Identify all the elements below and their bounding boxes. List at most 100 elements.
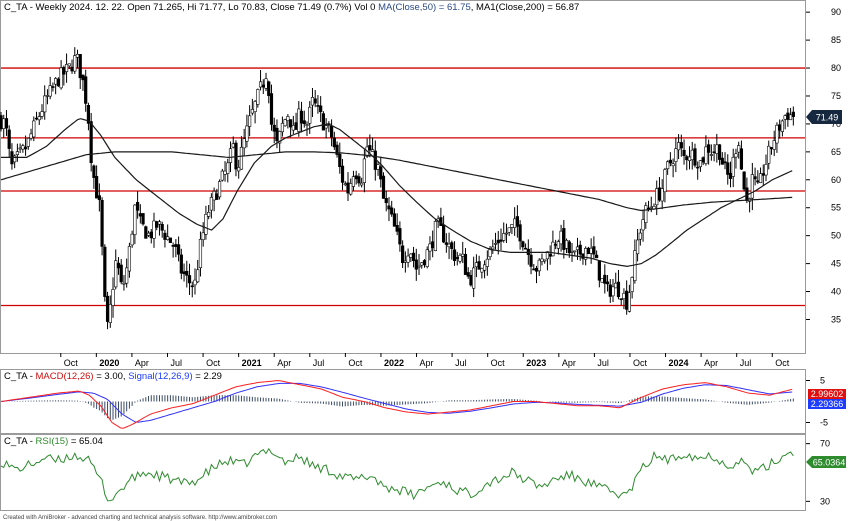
candle-body (316, 105, 320, 107)
candle-body (59, 67, 63, 89)
price-y-tick-label: 75 (831, 91, 841, 101)
time-x-tick-label: 2023 (526, 358, 546, 368)
candle-body (18, 147, 22, 150)
candle-body (433, 221, 438, 251)
candle-body (646, 207, 651, 210)
candle-body (666, 161, 670, 170)
candle-body (551, 241, 555, 257)
candle-body (616, 281, 621, 298)
candle-body (280, 122, 285, 133)
candle-body (239, 146, 244, 170)
candle-body (398, 228, 402, 245)
candle-body (543, 259, 547, 262)
candle-body (119, 264, 123, 283)
rsi-last-value: 65.0364 (813, 458, 846, 468)
candle-body (513, 218, 517, 228)
candle-body (360, 182, 364, 186)
macd-y-tick-label: -5 (820, 418, 828, 428)
candle-body (368, 145, 372, 151)
candle-body (155, 221, 159, 228)
price-y-tick-label: 90 (831, 7, 841, 17)
candle-body (32, 120, 36, 138)
time-x-tick-label: Oct (348, 358, 363, 368)
candle-body (182, 271, 186, 275)
candle-body (707, 144, 711, 153)
candle-body (444, 242, 448, 245)
candle-body (567, 241, 571, 254)
candle-body (297, 108, 301, 132)
candle-body (447, 243, 451, 248)
candle-body (187, 275, 192, 284)
candle-body (578, 244, 582, 255)
candle-body (532, 268, 536, 271)
candle-body (480, 268, 484, 273)
candle-body (261, 84, 265, 88)
time-x-tick-label: 2021 (242, 358, 262, 368)
candle-body (406, 255, 410, 263)
candle-body (193, 279, 197, 286)
candle-body (340, 165, 345, 183)
candle-body (764, 164, 768, 176)
candle-body (95, 176, 99, 199)
candle-body (4, 118, 9, 129)
candle-body (48, 85, 52, 97)
time-x-tick-label: 2020 (99, 358, 119, 368)
candle-body (245, 125, 249, 142)
candle-body (179, 254, 183, 274)
candle-body (726, 162, 730, 175)
candle-body (0, 115, 3, 130)
candle-body (81, 74, 85, 81)
candle-body (750, 174, 754, 199)
price-y-tick-label: 40 (831, 287, 841, 297)
candle-body (564, 239, 569, 249)
candle-body (482, 264, 487, 271)
candle-body (608, 284, 612, 297)
rsi-value-badge: 65.0364 (806, 456, 846, 468)
time-x-tick-label: Oct (491, 358, 506, 368)
candle-body (84, 76, 88, 104)
candle-body (676, 142, 681, 151)
candle-body (250, 109, 254, 114)
macd-value-badges: 2.99602 2.29366 (808, 389, 846, 409)
candle-body (220, 170, 224, 181)
candle-body (223, 170, 227, 175)
price-y-axis: 354045505560657075808590 (806, 7, 841, 324)
price-y-tick-label: 50 (831, 231, 841, 241)
candle-body (712, 151, 716, 154)
candle-body (152, 220, 156, 239)
candle-body (401, 245, 405, 264)
candle-body (376, 164, 380, 170)
candle-body (294, 122, 298, 130)
price-panel: C_TA - Weekly 2024. 12. 22. Open 71.265,… (0, 0, 806, 354)
candle-body (190, 285, 194, 288)
candle-body (761, 173, 765, 176)
candle-body (570, 251, 574, 253)
candle-body (704, 146, 708, 164)
candle-body (289, 119, 293, 128)
candle-body (390, 207, 394, 215)
candle-body (174, 244, 178, 247)
candle-body (379, 166, 383, 180)
candle-body (258, 81, 263, 88)
candle-body (395, 225, 399, 232)
candle-body (414, 259, 418, 270)
candle-body (2, 118, 6, 129)
candle-body (605, 281, 610, 285)
candle-body (728, 172, 733, 179)
candle-body (310, 97, 315, 106)
candle-body (685, 156, 689, 161)
candle-body (362, 158, 366, 183)
candle-body (548, 253, 552, 257)
candle-body (638, 232, 642, 240)
candle-body (630, 277, 634, 292)
candle-body (354, 175, 358, 180)
candle-body (215, 193, 219, 200)
candle-body (127, 246, 132, 272)
candle-body (635, 239, 640, 255)
time-x-tick-label: 2024 (669, 358, 689, 368)
time-x-tick-label: Jul (313, 358, 325, 368)
candle-body (89, 121, 93, 164)
macd-last-value: 2.99602 (811, 389, 844, 399)
candle-body (7, 129, 11, 149)
candle-body (114, 260, 118, 288)
